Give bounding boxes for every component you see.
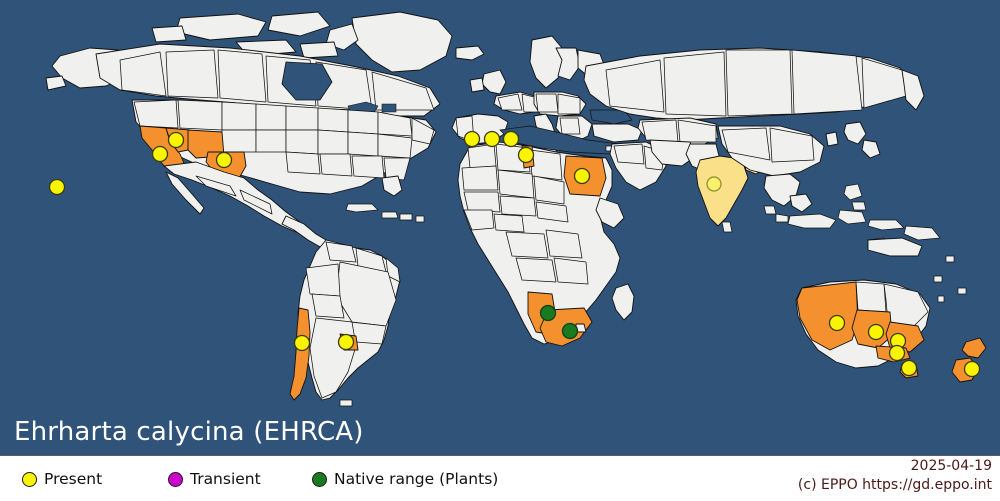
copyright-text: (c) EPPO https://gd.eppo.int	[797, 477, 992, 493]
map-marker-present	[293, 334, 311, 352]
map-marker-present	[963, 360, 981, 378]
page-title: Ehrharta calycina (EHRCA)	[14, 416, 364, 447]
map-marker-present	[463, 130, 481, 148]
map-marker-present	[167, 131, 185, 149]
map-marker-present	[337, 333, 355, 351]
legend-label-present: Present	[44, 470, 103, 488]
map-marker-present	[828, 314, 846, 332]
circle-marker-native-icon	[312, 471, 327, 487]
map-marker-present	[502, 130, 520, 148]
map-marker-present	[900, 359, 918, 377]
legend-label-native-range: Native range (Plants)	[334, 470, 499, 488]
world-map-svg: .land { fill:#f0f0ef; stroke:#111111; st…	[45, 11, 987, 407]
map-marker-present	[517, 146, 535, 164]
map-marker-native	[561, 322, 579, 340]
world-map-canvas[interactable]: .land { fill:#f0f0ef; stroke:#111111; st…	[0, 0, 1000, 455]
map-marker-native	[539, 304, 557, 322]
map-marker-present	[888, 344, 906, 362]
legend-item-present[interactable]: Present	[22, 470, 102, 488]
map-title-bar: Ehrharta calycina (EHRCA)	[0, 408, 1000, 455]
legend-item-transient[interactable]: Transient	[168, 470, 261, 488]
map-marker-present	[573, 167, 591, 185]
circle-marker-transient-icon	[168, 471, 183, 487]
map-marker-present	[215, 151, 233, 169]
legend-label-transient: Transient	[190, 470, 261, 488]
circle-marker-present-icon	[22, 471, 37, 487]
map-marker-present	[706, 176, 722, 192]
map-marker-present	[867, 323, 885, 341]
map-marker-present	[483, 130, 501, 148]
map-marker-present	[151, 145, 169, 163]
map-date: 2025-04-19	[910, 458, 992, 474]
map-marker-present	[48, 178, 66, 196]
legend-item-native-range[interactable]: Native range (Plants)	[312, 470, 498, 488]
footer-attribution-block: 2025-04-19 (c) EPPO https://gd.eppo.int	[798, 457, 992, 495]
map-legend: Present Transient Native range (Plants)	[0, 455, 1000, 501]
